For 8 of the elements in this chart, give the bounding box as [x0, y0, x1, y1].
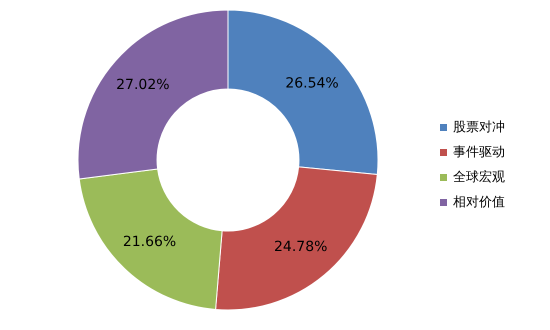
legend-label: 全球宏观 [453, 169, 505, 185]
data-label: 24.78% [274, 239, 328, 256]
legend-label: 股票对冲 [453, 120, 505, 135]
data-label: 27.02% [116, 77, 170, 94]
legend-label: 事件驱动 [453, 145, 505, 160]
legend-label: 相对价值 [453, 195, 505, 210]
data-label: 21.66% [122, 234, 176, 250]
data-label: 26.54% [285, 76, 339, 92]
